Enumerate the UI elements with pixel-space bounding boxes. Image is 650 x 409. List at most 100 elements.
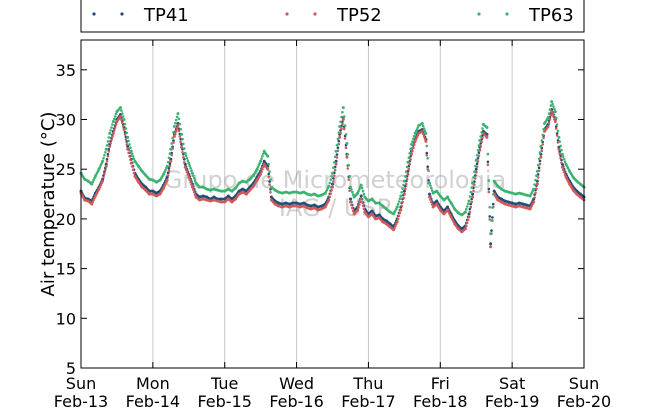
data-point [163,170,166,174]
data-point [261,167,264,171]
legend-marker [313,12,317,16]
data-point [558,152,561,156]
data-point [465,224,468,228]
data-point [548,108,552,111]
series-TP52 [79,110,586,249]
data-point [104,168,107,172]
data-point [269,188,272,191]
data-point [487,190,491,194]
data-point [111,120,115,123]
data-point [488,205,492,209]
data-point [338,125,342,128]
data-point [350,203,353,207]
data-point [407,167,411,171]
data-point [480,131,483,134]
data-point [180,145,184,149]
data-point [120,109,123,112]
legend-entry-TP63: TP63 [477,5,574,26]
data-point [471,192,475,196]
data-point [474,158,478,162]
data-point [356,208,360,212]
data-point [98,165,102,169]
data-point [345,141,349,145]
data-point [112,129,116,132]
data-point [179,127,182,131]
data-point [328,181,332,185]
data-point [104,151,107,154]
data-point [260,157,263,161]
data-point [537,166,541,169]
data-point [541,143,544,146]
data-point [557,147,561,151]
data-point [113,115,117,118]
data-point [423,129,427,133]
data-point [120,118,123,122]
data-point [491,206,494,209]
data-point [467,199,471,203]
data-point [555,123,559,126]
data-point [430,200,433,204]
data-point [99,163,103,167]
data-point [549,114,553,117]
data-point [558,150,561,153]
data-point [351,190,354,194]
data-point [349,185,352,189]
data-point [536,176,540,179]
data-point [550,100,554,104]
data-point [190,169,193,172]
data-point [542,127,545,131]
data-point [126,147,130,151]
data-point [558,140,561,143]
data-point [183,151,187,155]
data-point [172,139,175,142]
data-point [549,104,553,107]
data-point [492,193,495,196]
data-point [351,206,354,210]
data-point [429,184,432,187]
data-point [169,147,173,151]
data-point [108,131,112,135]
data-point [186,159,190,163]
data-point [339,120,342,124]
data-point [554,125,558,128]
data-point [465,207,468,211]
data-point [411,149,414,153]
data-point [184,168,188,171]
data-point [266,154,270,158]
data-point [397,214,401,218]
legend-label: TP52 [336,5,382,26]
x-axis-ticks: SunFeb-13MonFeb-14TueFeb-15WedFeb-16ThuF… [54,40,611,409]
data-point [539,144,543,148]
data-point [421,132,425,136]
data-point [179,137,182,141]
data-point [190,171,194,175]
data-point [402,192,406,196]
data-point [119,115,122,118]
data-point [469,202,473,206]
data-point [426,165,430,168]
data-point [358,203,361,206]
x-tick-day: Thu [352,374,383,393]
data-point [268,183,271,186]
legend-entry-TP52: TP52 [285,5,382,26]
data-point [166,160,170,164]
data-point [469,190,473,194]
data-point [129,149,133,153]
data-point [351,193,355,196]
data-point [486,152,490,156]
data-point [259,172,263,176]
data-point [329,178,333,181]
watermark: Grupo de Micrometeorologia IAG / USP [164,166,506,222]
data-point [471,195,475,199]
data-point [174,129,178,133]
data-point [114,112,118,116]
data-point [407,156,411,160]
data-point [546,125,550,128]
y-axis-ticks: 5 10 15 20 25 30 35 [56,61,584,378]
data-point [167,156,171,160]
data-point [559,157,562,160]
data-point [114,123,118,126]
data-point [260,170,263,173]
data-point [547,121,551,124]
data-point [345,155,349,159]
